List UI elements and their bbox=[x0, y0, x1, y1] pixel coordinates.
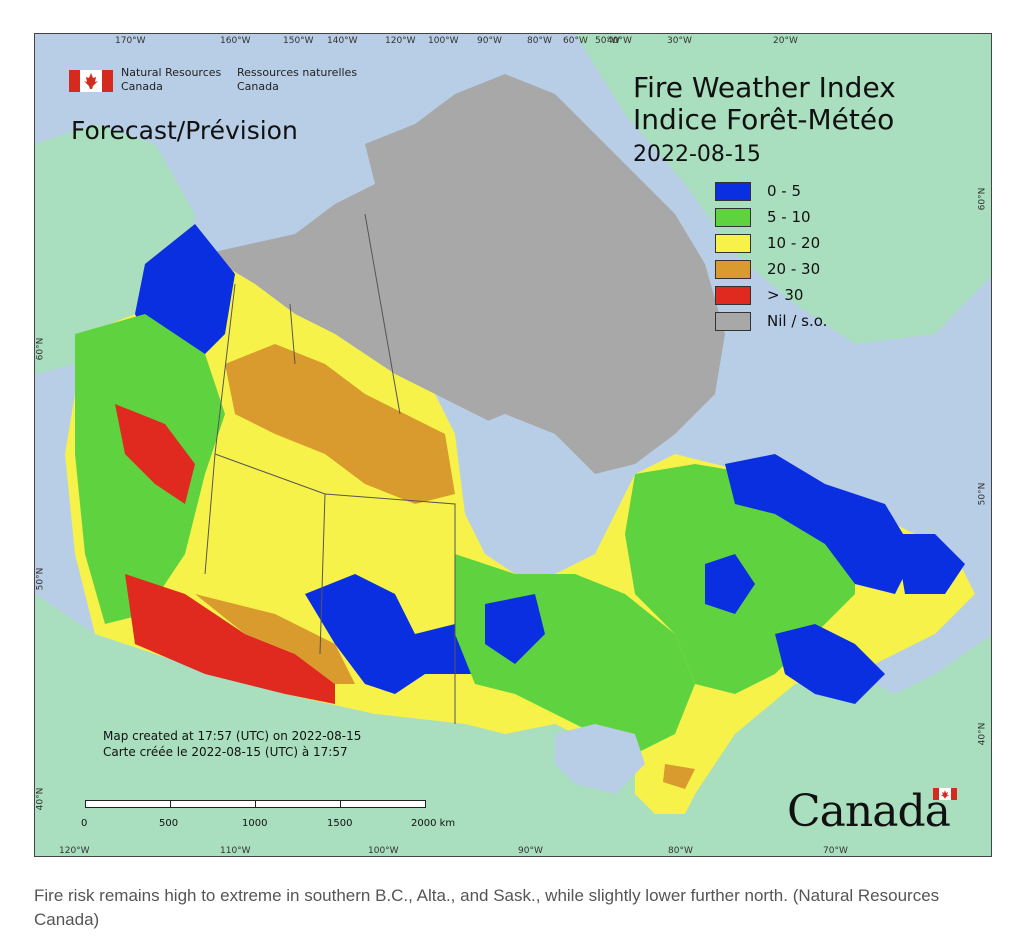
legend-swatch bbox=[715, 181, 751, 201]
top-tick: 80°W bbox=[527, 36, 552, 46]
fire-weather-map: 170°W 160°W 150°W 140°W 120°W 100°W 90°W… bbox=[34, 33, 992, 857]
map-canvas bbox=[35, 34, 991, 856]
legend-item: Nil / s.o. bbox=[715, 308, 827, 334]
legend-swatch bbox=[715, 233, 751, 253]
top-tick: 30°W bbox=[667, 36, 692, 46]
prairie-orange bbox=[195, 594, 355, 684]
bottom-tick: 70°W bbox=[823, 846, 848, 856]
legend-item: 5 - 10 bbox=[715, 204, 827, 230]
top-tick: 150°W bbox=[283, 36, 314, 46]
left-tick: 40°N bbox=[35, 787, 46, 811]
scale-label: 1000 bbox=[242, 818, 268, 829]
map-credit: Map created at 17:57 (UTC) on 2022-08-15… bbox=[103, 728, 361, 760]
bottom-tick: 90°W bbox=[518, 846, 543, 856]
scale-label: 500 bbox=[159, 818, 179, 829]
usa-land bbox=[35, 594, 991, 856]
prairie-red bbox=[125, 574, 335, 704]
legend-label: 0 - 5 bbox=[767, 182, 802, 200]
credit-en: Map created at 17:57 (UTC) on 2022-08-15 bbox=[103, 729, 362, 743]
top-tick: 20°W bbox=[773, 36, 798, 46]
image-caption: Fire risk remains high to extreme in sou… bbox=[34, 886, 940, 929]
right-tick: 60°N bbox=[977, 187, 988, 211]
legend-swatch bbox=[715, 207, 751, 227]
bottom-tick: 110°W bbox=[220, 846, 251, 856]
top-tick: 140°W bbox=[327, 36, 358, 46]
great-lakes bbox=[555, 724, 645, 794]
arctic-islands bbox=[205, 74, 725, 474]
legend-label: Nil / s.o. bbox=[767, 312, 828, 330]
legend-item: 0 - 5 bbox=[715, 178, 827, 204]
bottom-tick: 100°W bbox=[368, 846, 399, 856]
top-tick: 160°W bbox=[220, 36, 251, 46]
scale-label: 1500 bbox=[327, 818, 353, 829]
forecast-label: Forecast/Prévision bbox=[71, 116, 298, 145]
agency-en-line2: Canada bbox=[121, 80, 163, 93]
top-tick: 50°W bbox=[595, 36, 620, 46]
legend-item: 20 - 30 bbox=[715, 256, 827, 282]
greenland-land bbox=[575, 34, 991, 344]
agency-fr-line1: Ressources naturelles bbox=[237, 66, 358, 79]
agency-en: Natural Resources Canada bbox=[121, 66, 221, 94]
agency-fr-line2: Canada bbox=[237, 80, 279, 93]
ontario-blue bbox=[485, 594, 545, 664]
s-ontario-orange bbox=[663, 764, 695, 789]
left-tick: 60°N bbox=[35, 337, 46, 361]
agency-en-line1: Natural Resources bbox=[121, 66, 222, 79]
credit-fr: Carte créée le 2022-08-15 (UTC) à 17:57 bbox=[103, 745, 348, 759]
map-title: Fire Weather Index Indice Forêt-Météo bbox=[633, 72, 896, 136]
top-tick: 120°W bbox=[385, 36, 416, 46]
legend-label: 10 - 20 bbox=[767, 234, 821, 252]
province-borders bbox=[204, 213, 456, 724]
hudson-bay bbox=[455, 414, 615, 574]
newfoundland-blue bbox=[895, 534, 965, 594]
bottom-tick: 80°W bbox=[668, 846, 693, 856]
legend-label: 5 - 10 bbox=[767, 208, 811, 226]
quebec-blue bbox=[705, 554, 755, 614]
maritimes-blue bbox=[775, 624, 885, 704]
canada-wordmark: Canada bbox=[787, 786, 951, 837]
bottom-tick: 120°W bbox=[59, 846, 90, 856]
map-date: 2022-08-15 bbox=[633, 142, 761, 167]
legend-swatch bbox=[715, 285, 751, 305]
canada-flag-icon bbox=[69, 70, 113, 92]
legend-label: 20 - 30 bbox=[767, 260, 821, 278]
legend: 0 - 5 5 - 10 10 - 20 20 - 30 > 30 Nil / s.o. bbox=[715, 178, 827, 334]
scale-bar bbox=[85, 800, 427, 810]
bc-red bbox=[115, 404, 195, 504]
scale-seg bbox=[340, 800, 426, 808]
legend-item: > 30 bbox=[715, 282, 827, 308]
right-tick: 50°N bbox=[977, 482, 988, 506]
top-tick: 100°W bbox=[428, 36, 459, 46]
legend-label: > 30 bbox=[767, 286, 804, 304]
scale-seg bbox=[85, 800, 171, 808]
legend-swatch bbox=[715, 311, 751, 331]
alaska-land bbox=[35, 124, 195, 374]
title-en: Fire Weather Index bbox=[633, 71, 896, 104]
agency-fr: Ressources naturelles Canada bbox=[237, 66, 357, 94]
top-tick: 170°W bbox=[115, 36, 146, 46]
right-tick: 40°N bbox=[977, 722, 988, 746]
legend-swatch bbox=[715, 259, 751, 279]
left-tick: 50°N bbox=[35, 567, 46, 591]
labrador-blue bbox=[725, 454, 915, 594]
scale-label: 0 bbox=[81, 818, 88, 829]
wordmark-text: Canada bbox=[787, 786, 951, 837]
scale-label: 2000 km bbox=[411, 818, 456, 829]
top-tick: 60°W bbox=[563, 36, 588, 46]
wordmark-flag-icon bbox=[933, 788, 957, 800]
legend-item: 10 - 20 bbox=[715, 230, 827, 256]
top-tick: 90°W bbox=[477, 36, 502, 46]
scale-seg bbox=[170, 800, 256, 808]
title-fr: Indice Forêt-Météo bbox=[633, 103, 895, 136]
top-tick: 40°W bbox=[607, 36, 632, 46]
scale-seg bbox=[255, 800, 341, 808]
north-orange bbox=[225, 344, 455, 504]
